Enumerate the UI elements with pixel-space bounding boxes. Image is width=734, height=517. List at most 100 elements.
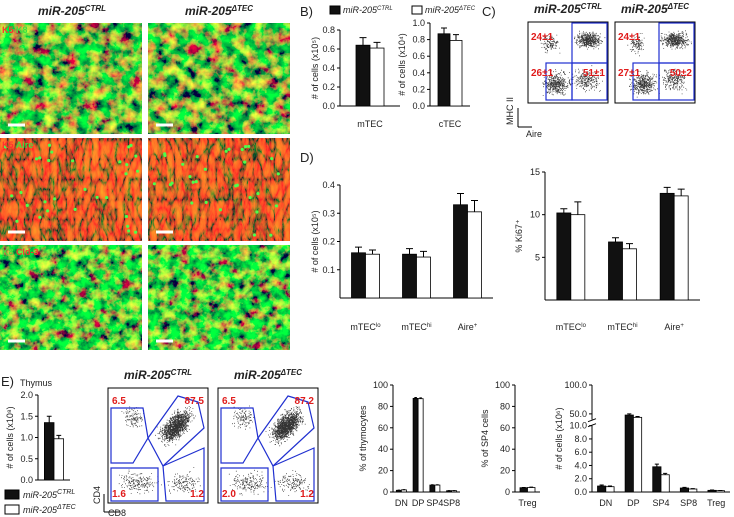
aire-dot	[34, 157, 39, 161]
aire-dot	[235, 183, 239, 187]
aire-dot	[244, 145, 248, 149]
aire-dot	[218, 208, 223, 212]
flow-xlabel: CD8	[108, 508, 126, 517]
bar	[453, 204, 468, 299]
error-bar	[373, 41, 381, 49]
y-tick-label: 1.0	[20, 433, 33, 443]
y-tick-label: 0	[383, 487, 388, 497]
aire-dot	[195, 155, 199, 159]
genotype-sup: CTRL	[171, 368, 192, 377]
genotype-header: miR-205ΔTEC	[621, 2, 689, 16]
x-tick-label: Aire+	[664, 322, 684, 332]
error-bar	[560, 208, 568, 213]
aire-dot	[152, 182, 156, 186]
legend-label: miR-205CTRL	[23, 489, 75, 500]
y-tick-label: 20	[500, 466, 510, 476]
y-tick-label: 8.0	[574, 434, 587, 444]
gate-label: 6.5	[112, 396, 126, 407]
flow-dots	[627, 30, 692, 98]
y-tick-label: 10	[530, 210, 540, 220]
aire-dot	[276, 172, 280, 176]
aire-dot	[71, 159, 75, 163]
aire-dot	[134, 230, 138, 234]
bar	[707, 489, 717, 493]
aire-dot	[247, 144, 251, 149]
aire-dot	[243, 160, 247, 164]
legend-name: miR-205	[23, 505, 58, 515]
bar	[449, 40, 463, 107]
y-axis-label: # of cells (x10⁸)	[5, 406, 15, 468]
error-bar	[369, 249, 376, 255]
flow-dots	[540, 30, 606, 96]
x-tick-label: Treg	[518, 498, 536, 508]
aire-dot	[50, 150, 54, 154]
error-bar	[682, 486, 687, 489]
flow-dots	[228, 405, 311, 496]
genotype-header: miR-205CTRL	[38, 4, 106, 18]
stain-name: Aire	[16, 140, 34, 150]
quadrant-label: 24±1	[618, 32, 641, 43]
gate-label: 87.2	[295, 396, 315, 407]
gate	[658, 62, 695, 101]
y-axis-label: % Ki67⁺	[514, 219, 524, 253]
error-bar	[574, 201, 582, 215]
x-tick-label: SP8	[680, 498, 697, 508]
y-tick-label: 100	[495, 380, 510, 390]
y-tick-label: 80	[500, 401, 510, 411]
genotype-sup: ΔTEC	[280, 368, 303, 377]
category-base: mTEC	[350, 322, 376, 332]
quadrant-label: 51±1	[583, 68, 606, 79]
bar	[633, 416, 643, 493]
aire-dot	[125, 163, 129, 167]
micrograph-stain	[148, 245, 290, 350]
gate	[110, 467, 159, 502]
x-tick-label: mTEChi	[607, 322, 637, 332]
flow-frame	[217, 387, 319, 504]
legend-label: miR-205CTRL	[343, 5, 393, 15]
aire-dot	[204, 200, 208, 204]
genotype-header: miR-205ΔTEC	[185, 4, 253, 18]
y-tick-label: 0.8	[412, 35, 425, 45]
y-tick-label: 60	[378, 423, 388, 433]
aire-dot	[43, 200, 47, 204]
bar	[519, 487, 528, 493]
gate-label: 2.0	[222, 489, 236, 500]
aire-dot	[181, 162, 185, 166]
error-bar	[419, 397, 422, 399]
legend-sup: CTRL	[57, 489, 75, 496]
aire-dot	[224, 149, 228, 153]
flow-dots	[118, 406, 201, 495]
y-tick-label: 40	[500, 444, 510, 454]
stain-name: K8	[16, 25, 28, 35]
aire-dot	[227, 147, 231, 151]
legend-sup: ΔTEC	[458, 6, 476, 12]
bar	[437, 33, 451, 107]
bar	[417, 398, 424, 493]
error-bar	[471, 200, 478, 212]
gate	[162, 447, 205, 502]
error-bar	[46, 415, 52, 423]
aire-dot	[248, 195, 252, 200]
x-tick-label: mTEC	[357, 119, 383, 129]
gate	[257, 395, 315, 467]
error-bar	[635, 415, 640, 418]
legend-name: miR-205	[343, 5, 378, 15]
genotype-name: miR-205	[621, 2, 668, 16]
bar	[688, 488, 698, 493]
micrograph-stain	[0, 23, 142, 134]
category-sup: +	[680, 323, 684, 329]
legend-swatch	[4, 489, 20, 500]
bar	[659, 192, 675, 301]
aire-dot	[83, 187, 87, 191]
y-tick-label: 0	[505, 487, 510, 497]
flow-xlabel: Aire	[526, 129, 542, 139]
error-bar	[607, 485, 613, 487]
y-tick-label: 40	[378, 444, 388, 454]
aire-dot	[255, 210, 259, 214]
y-axis-label: # of cells (x10⁵)	[310, 210, 320, 272]
y-tick-label: 0.6	[322, 44, 335, 54]
y-tick-label: 2.0	[574, 474, 587, 484]
error-bar	[612, 237, 619, 242]
